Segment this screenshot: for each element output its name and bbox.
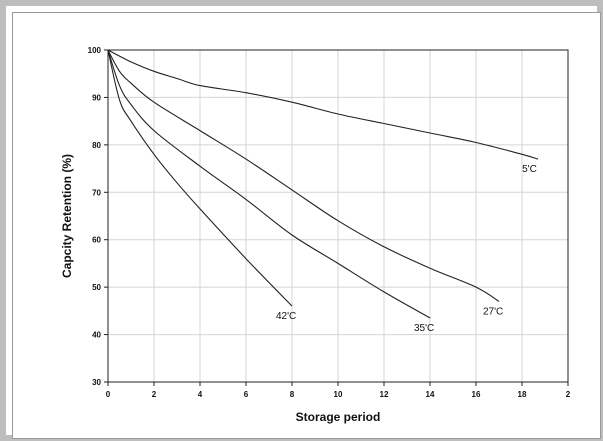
y-axis-ticks: 30 40 50 60 70 80 90 100: [88, 46, 108, 387]
series-label-2: 35'C: [414, 323, 434, 334]
x-tick-label: 14: [426, 390, 435, 399]
series-labels: 5'C 27'C 35'C 42'C: [276, 164, 537, 334]
series-label-0: 5'C: [522, 164, 537, 175]
grid: [108, 50, 568, 382]
x-tick-label: 2: [566, 390, 571, 399]
y-tick-label: 60: [92, 236, 101, 245]
y-tick-label: 80: [92, 141, 101, 150]
series-line-1: [107, 49, 500, 302]
series-line-2: [107, 49, 431, 319]
x-tick-label: 10: [334, 390, 343, 399]
y-tick-label: 70: [92, 188, 101, 197]
x-tick-label: 12: [380, 390, 389, 399]
x-axis-label: Storage period: [296, 410, 381, 424]
y-tick-label: 50: [92, 283, 101, 292]
series-line-3: [107, 49, 293, 307]
y-tick-label: 30: [92, 378, 101, 387]
x-tick-label: 2: [152, 390, 157, 399]
x-tick-label: 4: [198, 390, 203, 399]
series-line-0: [107, 49, 539, 160]
x-tick-label: 6: [244, 390, 249, 399]
series-label-3: 42'C: [276, 311, 296, 322]
y-tick-label: 100: [88, 46, 102, 55]
x-tick-label: 8: [290, 390, 295, 399]
y-tick-label: 40: [92, 331, 101, 340]
x-axis-ticks: 0 2 4 6 8 10 12 14 16 18 2: [106, 382, 571, 399]
capacity-retention-chart: 30 40 50 60 70 80 90 100 0 2 4 6 8 10 12 14 16 18 2 5'C 27…: [60, 46, 571, 424]
x-tick-label: 16: [472, 390, 481, 399]
y-tick-label: 90: [92, 93, 101, 102]
x-tick-label: 18: [518, 390, 527, 399]
y-axis-label: Capcity Retention (%): [60, 154, 74, 278]
chart-panel: 30 40 50 60 70 80 90 100 0 2 4 6 8 10 12 14 16 18 2 5'C 27…: [12, 12, 601, 439]
series-label-1: 27'C: [483, 306, 503, 317]
x-tick-label: 0: [106, 390, 111, 399]
series-lines: [107, 49, 539, 319]
